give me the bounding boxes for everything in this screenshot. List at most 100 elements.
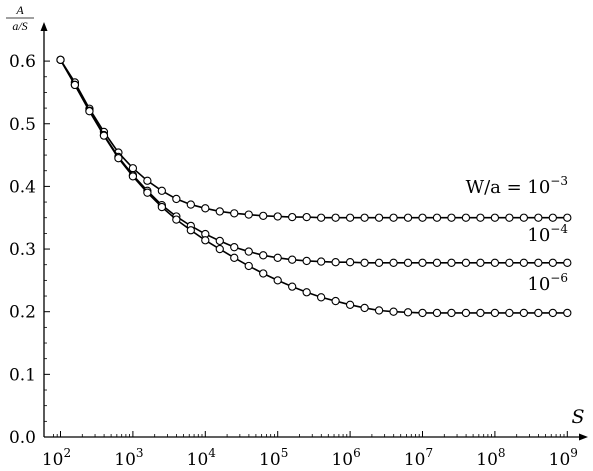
series-label-exponent: −6 bbox=[550, 271, 568, 285]
series-1-point bbox=[259, 211, 268, 220]
series-3-point bbox=[519, 308, 529, 318]
x-tick-label: 107 bbox=[404, 446, 433, 470]
series-label-main: 10 bbox=[527, 225, 550, 246]
series-3-point bbox=[432, 308, 442, 318]
series-3-point bbox=[345, 300, 355, 309]
series-2-point bbox=[302, 256, 311, 266]
series-1-point bbox=[548, 213, 557, 222]
series-1-point bbox=[447, 213, 456, 222]
series-3-point bbox=[403, 308, 413, 317]
series-label-2: 10−4 bbox=[527, 222, 568, 246]
y-tick-label: 0.6 bbox=[9, 52, 36, 72]
series-3-point bbox=[389, 307, 398, 316]
series-3-point bbox=[418, 308, 427, 318]
x-tick-base: 10 bbox=[331, 450, 353, 470]
series-label-3: 10−6 bbox=[527, 271, 568, 295]
series-1-point bbox=[389, 213, 398, 222]
x-tick-exponent: 2 bbox=[64, 446, 72, 460]
x-tick-base: 10 bbox=[114, 450, 136, 470]
x-tick-base: 10 bbox=[476, 450, 498, 470]
y-tick-label: 0.3 bbox=[9, 240, 36, 260]
series-2-point bbox=[374, 258, 384, 267]
series-3-point bbox=[374, 306, 384, 315]
series-3-point bbox=[172, 215, 181, 224]
series-3-point bbox=[99, 131, 109, 140]
x-tick-base: 10 bbox=[404, 450, 426, 470]
series-1-point bbox=[201, 204, 210, 213]
series-label-1: W/a = 10−3 bbox=[466, 174, 568, 198]
y-tick-label: 0.5 bbox=[9, 115, 36, 135]
series-1-point bbox=[157, 186, 167, 195]
series-1-point bbox=[143, 176, 152, 185]
series-2-point bbox=[432, 258, 442, 267]
x-tick-exponent: 7 bbox=[426, 446, 434, 460]
series-3-point bbox=[360, 303, 369, 313]
series-3-point bbox=[563, 308, 572, 318]
series-2-point bbox=[215, 236, 224, 246]
series-2-point bbox=[403, 258, 413, 267]
series-3-point bbox=[505, 308, 514, 318]
series-2-point bbox=[288, 255, 297, 264]
x-axis-arrow bbox=[579, 433, 588, 441]
series-3-point bbox=[143, 188, 152, 197]
series-3-point bbox=[259, 269, 268, 278]
x-tick-label: 109 bbox=[549, 446, 578, 470]
series-3-point bbox=[461, 308, 471, 318]
series-2-point bbox=[273, 253, 282, 262]
series-3-point bbox=[128, 172, 138, 181]
series-2-point bbox=[259, 251, 268, 260]
series-1-point bbox=[490, 213, 500, 222]
series-3-point bbox=[157, 202, 167, 212]
series-label-exponent: −3 bbox=[550, 174, 568, 188]
series-2-point bbox=[230, 243, 239, 252]
series-2-point bbox=[534, 258, 543, 267]
series-3-point bbox=[70, 80, 80, 90]
y-axis-label-denominator: a/S bbox=[12, 19, 27, 33]
series-2-point bbox=[490, 258, 500, 267]
x-tick-exponent: 3 bbox=[136, 446, 144, 460]
series-3-point bbox=[331, 296, 340, 306]
x-tick-exponent: 9 bbox=[570, 446, 578, 460]
series-2-point bbox=[505, 258, 514, 267]
series-line-2 bbox=[59, 59, 568, 264]
series-2-point bbox=[345, 258, 355, 267]
series-2-point bbox=[461, 258, 471, 267]
series-2-point bbox=[244, 247, 253, 256]
series-1-point bbox=[563, 213, 572, 222]
x-tick-label: 102 bbox=[42, 446, 71, 470]
series-2-point bbox=[519, 258, 529, 267]
series-2-point bbox=[316, 257, 326, 266]
series-1-point bbox=[534, 213, 543, 222]
series-1-point bbox=[519, 213, 529, 222]
series-1-point bbox=[302, 212, 311, 222]
x-tick-exponent: 5 bbox=[281, 446, 289, 460]
series-3-point bbox=[56, 55, 65, 64]
axes bbox=[40, 22, 588, 441]
x-tick-label: 106 bbox=[331, 446, 360, 470]
y-tick-label: 0.4 bbox=[9, 177, 36, 197]
series-label-exponent: −4 bbox=[550, 222, 568, 236]
x-tick-base: 10 bbox=[259, 450, 281, 470]
series-3-point bbox=[288, 282, 297, 291]
series-1-point bbox=[418, 213, 427, 222]
series-1-point bbox=[461, 213, 471, 222]
series-1-point bbox=[230, 209, 239, 218]
x-tick-exponent: 4 bbox=[208, 446, 216, 460]
y-axis-arrow bbox=[40, 22, 48, 31]
series-3-point bbox=[273, 276, 282, 285]
series-3-point bbox=[316, 293, 326, 302]
series-1-point bbox=[244, 210, 253, 219]
series-2-point bbox=[447, 258, 456, 267]
series-3-point bbox=[230, 253, 239, 262]
x-tick-label: 108 bbox=[476, 446, 505, 470]
x-tick-label: 103 bbox=[114, 446, 143, 470]
series-3-point bbox=[548, 308, 557, 318]
series-2-point bbox=[548, 258, 557, 267]
x-tick-base: 10 bbox=[187, 450, 209, 470]
x-tick-base: 10 bbox=[549, 450, 571, 470]
x-tick-label: 105 bbox=[259, 446, 288, 470]
series-1-point bbox=[374, 213, 384, 222]
series-3-point bbox=[534, 308, 543, 318]
